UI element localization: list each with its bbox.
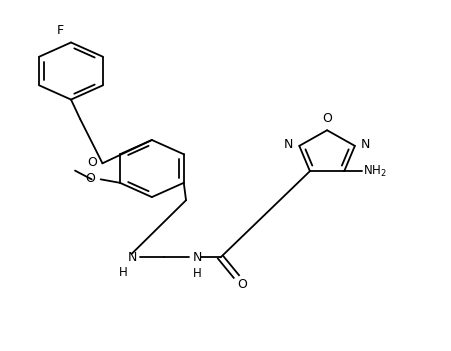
Text: O: O xyxy=(322,112,331,125)
Text: H: H xyxy=(119,266,128,279)
Text: O: O xyxy=(85,172,95,185)
Text: O: O xyxy=(87,156,97,169)
Text: N: N xyxy=(128,251,137,264)
Text: F: F xyxy=(57,24,64,37)
Text: NH$_2$: NH$_2$ xyxy=(362,164,386,179)
Text: N: N xyxy=(284,138,293,151)
Text: N: N xyxy=(192,251,202,264)
Text: O: O xyxy=(237,278,247,291)
Text: H: H xyxy=(192,267,201,280)
Text: N: N xyxy=(360,138,369,151)
